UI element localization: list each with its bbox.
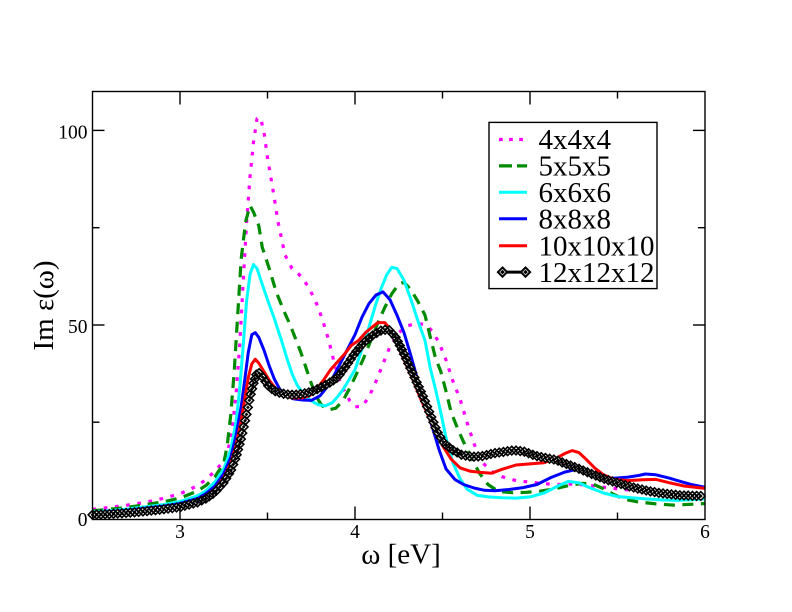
svg-text:10x10x10: 10x10x10 bbox=[539, 230, 655, 262]
svg-text:4: 4 bbox=[350, 522, 360, 543]
svg-text:5: 5 bbox=[525, 522, 535, 543]
svg-text:ω [eV]: ω [eV] bbox=[361, 539, 440, 571]
svg-text:6x6x6: 6x6x6 bbox=[539, 177, 612, 209]
svg-text:12x12x12: 12x12x12 bbox=[539, 257, 655, 289]
svg-text:6: 6 bbox=[700, 522, 710, 543]
svg-text:Im ε(ω): Im ε(ω) bbox=[28, 260, 60, 350]
svg-text:8x8x8: 8x8x8 bbox=[539, 203, 612, 235]
svg-text:5x5x5: 5x5x5 bbox=[539, 151, 612, 183]
svg-text:50: 50 bbox=[68, 317, 88, 338]
svg-text:3: 3 bbox=[175, 522, 185, 543]
svg-text:100: 100 bbox=[58, 122, 87, 143]
svg-text:4x4x4: 4x4x4 bbox=[539, 124, 612, 156]
svg-text:0: 0 bbox=[78, 510, 88, 531]
